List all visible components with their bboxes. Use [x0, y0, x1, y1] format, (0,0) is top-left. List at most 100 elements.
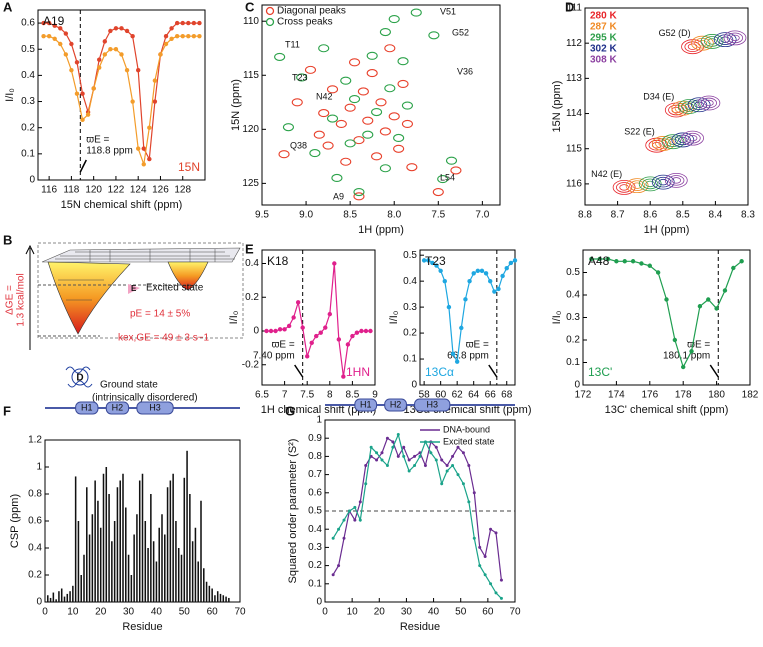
data-point	[147, 125, 152, 130]
data-point	[102, 39, 108, 44]
contour-ring	[697, 39, 708, 47]
data-point	[512, 258, 518, 263]
bar	[99, 527, 102, 602]
data-point	[681, 364, 686, 370]
bar	[113, 521, 116, 602]
peak-label: A9	[333, 191, 344, 201]
contour-ring	[704, 99, 714, 107]
y-tick-label: 0.4	[21, 70, 35, 81]
x-tick-label: 10	[347, 607, 359, 618]
bar	[77, 521, 80, 602]
data-point	[494, 591, 498, 595]
bar	[214, 595, 216, 602]
peak	[318, 109, 330, 118]
contour-ring	[651, 136, 675, 151]
helix-label: H1	[81, 402, 93, 412]
bar	[152, 541, 155, 602]
data-point	[483, 271, 489, 276]
contour-ring	[668, 138, 678, 145]
marker-arrow	[488, 364, 498, 378]
data-point	[147, 156, 152, 162]
marker-arrow	[294, 364, 304, 378]
legend-label: Cross peaks	[277, 17, 333, 28]
x-tick-label: 70	[509, 607, 521, 618]
contour-ring	[707, 38, 717, 45]
y-tick-label: 0	[574, 380, 580, 391]
data-point	[364, 482, 368, 486]
peak-label: V51	[440, 6, 456, 16]
data-point	[354, 330, 360, 335]
data-point	[722, 288, 728, 293]
data-point	[739, 259, 744, 264]
helix	[354, 398, 378, 412]
x-tick-label: 8.5	[343, 210, 357, 221]
nucleus-label: 15N	[178, 160, 200, 174]
y-tick-label: 116	[566, 179, 582, 190]
y-axis-label: I/I₀	[228, 311, 240, 325]
data-point	[489, 527, 493, 531]
x-tick-label: 50	[179, 607, 191, 618]
contour-ring	[677, 99, 701, 114]
data-point	[63, 52, 69, 57]
data-point	[451, 464, 455, 467]
y-tick-label: 0.2	[245, 292, 259, 303]
peak	[349, 95, 361, 104]
data-point	[158, 52, 163, 57]
plot-frame	[584, 7, 749, 206]
legend-swatch	[265, 6, 275, 16]
y-tick-label: 0.4	[566, 290, 580, 301]
y-axis-label: 15N (ppm)	[230, 79, 242, 131]
x-tick-label: 7	[282, 390, 288, 401]
x-tick-label: 174	[608, 390, 625, 401]
data-point	[391, 440, 395, 444]
y-axis-label: I/I₀	[551, 311, 563, 325]
data-point	[434, 445, 438, 449]
peak-label: D34 (E)	[643, 91, 674, 101]
x-tick-label: 30	[401, 607, 413, 618]
x-tick-label: 122	[108, 185, 125, 196]
residue-label: T23	[425, 254, 446, 268]
data-point	[318, 330, 323, 335]
data-point	[440, 482, 444, 486]
data-point	[430, 260, 435, 266]
contour-ring	[661, 134, 685, 150]
panel-label: D	[565, 0, 574, 14]
data-point	[305, 354, 310, 359]
y-tick-label: 0	[36, 597, 42, 608]
series-line	[332, 432, 502, 599]
peak	[322, 141, 334, 150]
data-point	[494, 531, 498, 535]
peak	[397, 79, 409, 88]
data-point	[331, 573, 335, 577]
bar	[177, 548, 180, 602]
data-point	[475, 268, 481, 273]
x-tick-label: 180	[708, 390, 725, 401]
x-tick-label: 60	[207, 607, 219, 618]
y-tick-label: 0	[253, 326, 259, 337]
data-point	[478, 564, 482, 568]
data-point	[130, 33, 135, 39]
data-point	[461, 451, 465, 455]
data-point	[375, 458, 379, 462]
bar	[105, 467, 108, 602]
peak-label: N42	[316, 91, 333, 101]
data-point	[191, 33, 197, 39]
y-tick-label: 0	[29, 175, 35, 186]
data-point	[277, 327, 283, 332]
marker-arrow	[79, 159, 87, 173]
y-tick-label: 120	[242, 124, 259, 135]
data-point	[472, 536, 476, 540]
peak	[278, 150, 290, 159]
data-point	[630, 259, 636, 264]
x-tick-label: 8.8	[578, 210, 592, 221]
helix	[75, 401, 99, 415]
y-tick-label: 0.4	[403, 276, 417, 287]
peak	[379, 164, 391, 173]
peak	[393, 133, 405, 143]
data-point	[291, 315, 296, 320]
ground-state-note: (intrinsically disordered)	[92, 393, 198, 404]
contour-ring	[612, 180, 636, 195]
contour-ring	[723, 30, 747, 46]
y-tick-label: 0.2	[28, 570, 42, 581]
contour-ring	[681, 101, 698, 112]
